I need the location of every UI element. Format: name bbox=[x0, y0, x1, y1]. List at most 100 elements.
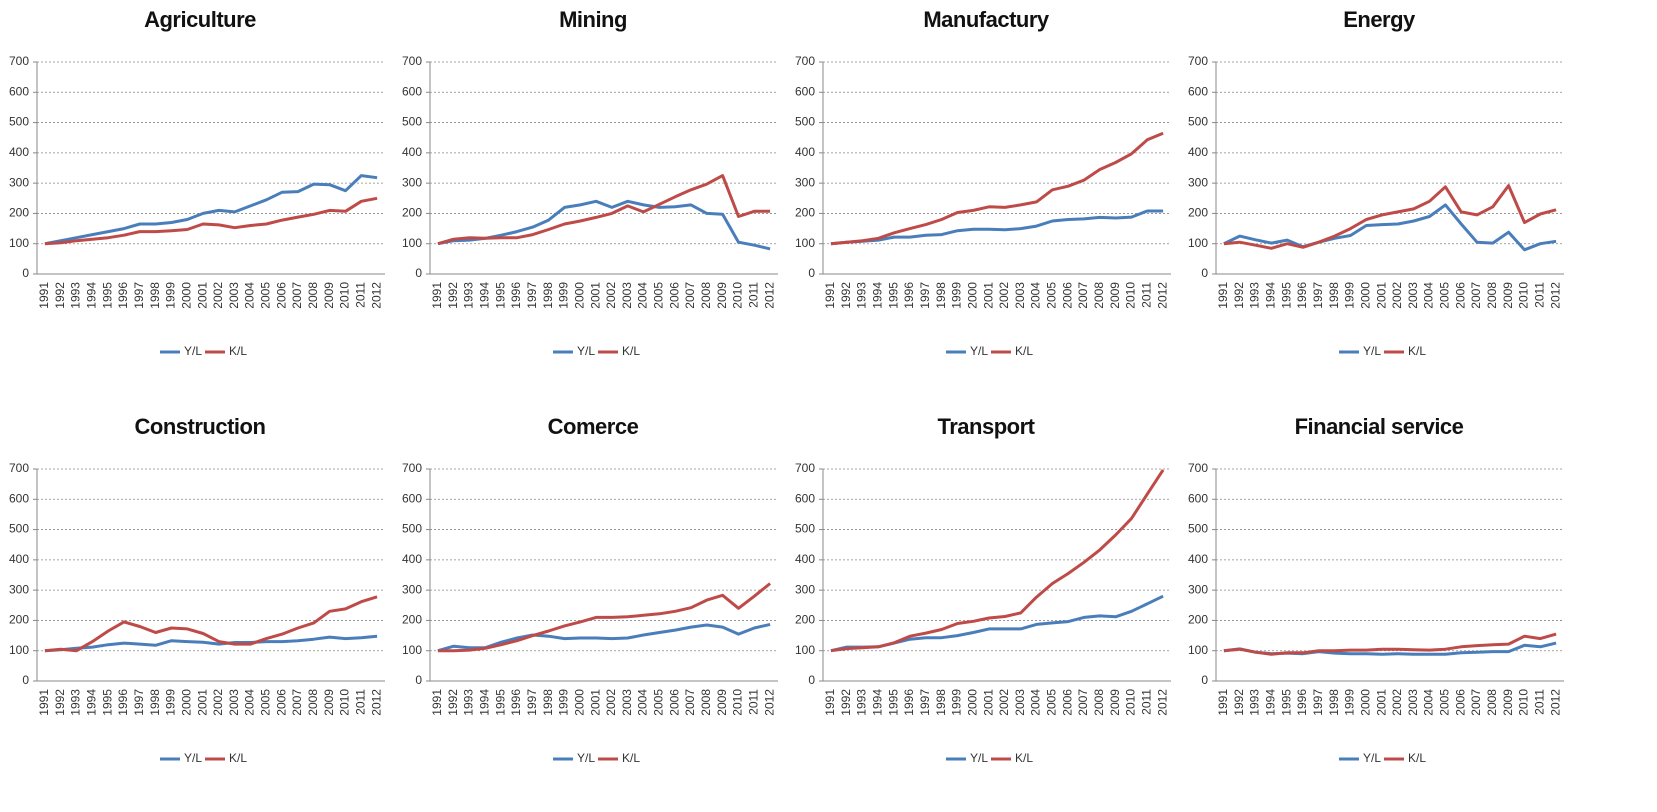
x-tick-label: 1991 bbox=[1216, 689, 1230, 716]
x-tick-label: 2011 bbox=[1532, 689, 1546, 715]
x-tick-label: 2007 bbox=[1469, 689, 1483, 716]
legend-label: Y/L bbox=[970, 751, 988, 765]
series-line bbox=[437, 174, 771, 246]
x-tick-label: 2009 bbox=[322, 282, 336, 309]
x-tick-label: 2003 bbox=[227, 689, 241, 716]
x-tick-label: 1995 bbox=[100, 689, 114, 716]
legend-label: Y/L bbox=[970, 344, 988, 358]
x-tick-label: 2001 bbox=[1374, 282, 1388, 309]
y-tick-label: 0 bbox=[22, 673, 29, 687]
series-line bbox=[830, 594, 1164, 653]
x-tick-label: 1995 bbox=[886, 282, 900, 309]
x-tick-label: 2000 bbox=[572, 282, 586, 309]
x-tick-label: 2000 bbox=[572, 689, 586, 716]
x-tick-label: 1998 bbox=[1327, 689, 1341, 716]
x-tick-label: 2000 bbox=[965, 282, 979, 309]
x-tick-label: 1998 bbox=[934, 282, 948, 309]
chart-title: Energy bbox=[1343, 7, 1416, 32]
y-tick-label: 100 bbox=[402, 236, 422, 250]
series-line bbox=[830, 131, 1164, 246]
chart-title: Mining bbox=[559, 7, 627, 32]
y-tick-label: 100 bbox=[795, 236, 815, 250]
chart-title: Comerce bbox=[548, 414, 639, 439]
y-tick-label: 300 bbox=[1188, 175, 1208, 189]
x-tick-label: 1998 bbox=[148, 282, 162, 309]
x-tick-label: 1995 bbox=[493, 282, 507, 309]
x-tick-label: 2000 bbox=[1358, 689, 1372, 716]
y-tick-label: 500 bbox=[1188, 115, 1208, 129]
y-tick-label: 600 bbox=[402, 491, 422, 505]
x-tick-label: 2006 bbox=[667, 689, 681, 716]
x-tick-label: 1999 bbox=[164, 282, 178, 309]
x-tick-label: 2006 bbox=[1453, 689, 1467, 716]
x-tick-label: 1999 bbox=[557, 282, 571, 309]
x-tick-label: 2008 bbox=[1485, 689, 1499, 716]
x-tick-label: 1994 bbox=[871, 689, 885, 716]
y-tick-label: 300 bbox=[402, 582, 422, 596]
series-line bbox=[437, 582, 772, 653]
legend-label: K/L bbox=[229, 344, 247, 358]
x-tick-label: 2011 bbox=[746, 282, 760, 308]
x-tick-label: 2012 bbox=[1548, 282, 1562, 309]
x-tick-label: 1996 bbox=[902, 689, 916, 716]
series-line bbox=[437, 199, 771, 251]
x-tick-label: 2011 bbox=[353, 282, 367, 308]
y-tick-label: 500 bbox=[9, 115, 29, 129]
legend-label: K/L bbox=[622, 751, 640, 765]
x-tick-label: 1994 bbox=[478, 282, 492, 309]
x-tick-label: 1993 bbox=[462, 282, 476, 309]
x-tick-label: 2000 bbox=[1358, 282, 1372, 309]
x-tick-label: 1997 bbox=[918, 689, 932, 716]
legend-label: Y/L bbox=[577, 751, 595, 765]
x-tick-label: 2002 bbox=[604, 689, 618, 716]
x-tick-label: 2008 bbox=[306, 282, 320, 309]
y-tick-label: 600 bbox=[795, 491, 815, 505]
x-tick-label: 2010 bbox=[1124, 282, 1138, 309]
x-tick-label: 2006 bbox=[274, 282, 288, 309]
y-tick-label: 500 bbox=[9, 522, 29, 536]
y-tick-label: 200 bbox=[795, 613, 815, 627]
x-tick-label: 1996 bbox=[509, 689, 523, 716]
y-tick-label: 300 bbox=[9, 582, 29, 596]
x-tick-label: 1997 bbox=[132, 282, 146, 309]
y-tick-label: 0 bbox=[808, 266, 815, 280]
x-tick-label: 2006 bbox=[1060, 689, 1074, 716]
x-tick-label: 2001 bbox=[195, 282, 209, 309]
x-tick-label: 2010 bbox=[1517, 689, 1531, 716]
x-tick-label: 2007 bbox=[1469, 282, 1483, 309]
x-tick-label: 2005 bbox=[1438, 282, 1452, 309]
y-tick-label: 700 bbox=[795, 54, 815, 68]
x-tick-label: 1994 bbox=[871, 282, 885, 309]
x-tick-label: 2010 bbox=[731, 282, 745, 309]
chart-title: Transport bbox=[938, 414, 1036, 439]
y-tick-label: 200 bbox=[402, 206, 422, 220]
x-tick-label: 2009 bbox=[715, 689, 729, 716]
y-tick-label: 200 bbox=[1188, 206, 1208, 220]
x-tick-label: 2005 bbox=[259, 689, 273, 716]
x-tick-label: 1996 bbox=[509, 282, 523, 309]
x-tick-label: 1995 bbox=[100, 282, 114, 309]
x-tick-label: 1991 bbox=[37, 689, 51, 716]
y-tick-label: 300 bbox=[795, 582, 815, 596]
x-tick-label: 2011 bbox=[1139, 282, 1153, 308]
x-tick-label: 2003 bbox=[620, 689, 634, 716]
x-tick-label: 1997 bbox=[525, 689, 539, 716]
y-tick-label: 500 bbox=[402, 115, 422, 129]
y-tick-label: 200 bbox=[795, 206, 815, 220]
y-tick-label: 100 bbox=[9, 236, 29, 250]
y-tick-label: 600 bbox=[9, 491, 29, 505]
x-tick-label: 2004 bbox=[243, 689, 257, 716]
x-tick-label: 2005 bbox=[652, 282, 666, 309]
x-tick-label: 2002 bbox=[604, 282, 618, 309]
x-tick-label: 2007 bbox=[290, 282, 304, 309]
legend-label: K/L bbox=[1015, 751, 1033, 765]
x-tick-label: 2003 bbox=[1013, 689, 1027, 716]
y-tick-label: 100 bbox=[1188, 643, 1208, 657]
x-tick-label: 1991 bbox=[430, 282, 444, 309]
x-tick-label: 1997 bbox=[525, 282, 539, 309]
x-tick-label: 2002 bbox=[997, 282, 1011, 309]
x-tick-label: 1999 bbox=[1343, 282, 1357, 309]
x-tick-label: 2004 bbox=[636, 689, 650, 716]
y-tick-label: 600 bbox=[795, 84, 815, 98]
x-tick-label: 1997 bbox=[1311, 282, 1325, 309]
